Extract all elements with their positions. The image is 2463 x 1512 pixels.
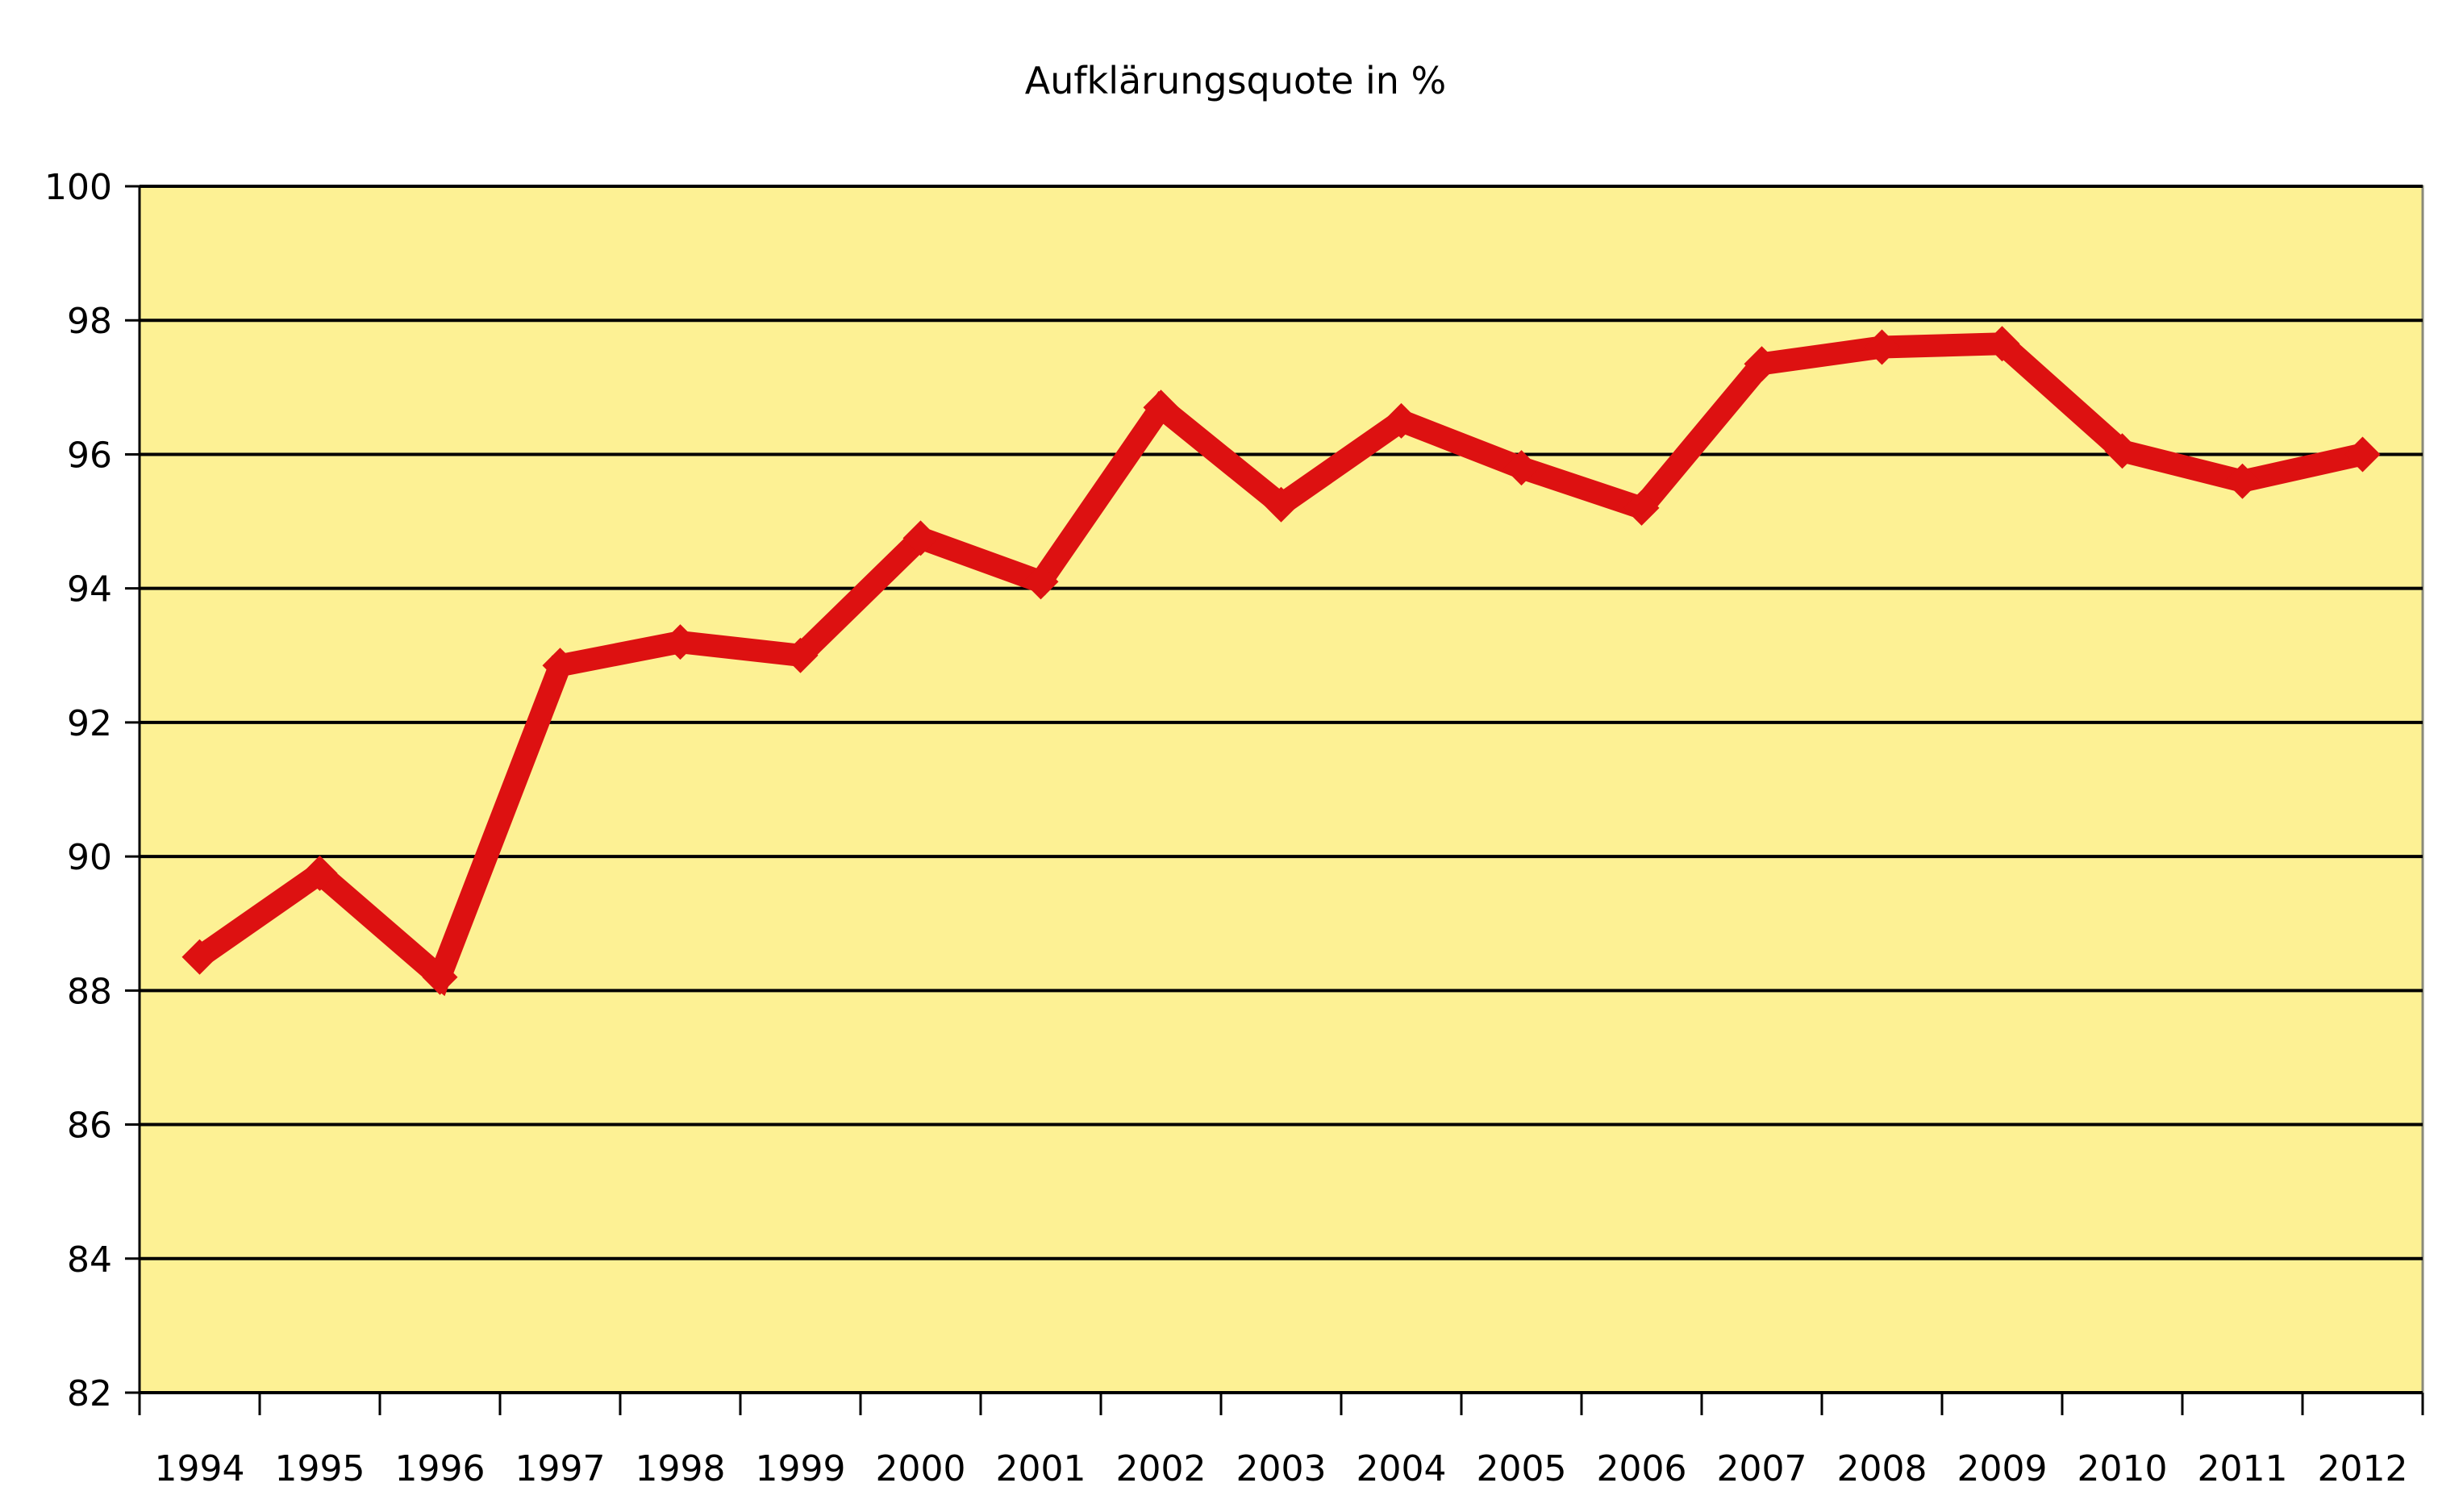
y-axis-label: 82 — [67, 1373, 112, 1414]
data-point-marker — [1744, 346, 1780, 382]
plot-area — [138, 185, 2424, 1394]
x-axis-label: 2004 — [1357, 1448, 1447, 1489]
y-axis-label: 90 — [67, 837, 112, 878]
data-point-marker — [1383, 402, 1419, 439]
plot-area-group — [138, 185, 2424, 1394]
axis-labels-group: 100 98 96 94 92 90 88 86 84 82 1994 1995 1996 1997 199… — [44, 167, 2407, 1489]
y-axis-label: 96 — [67, 435, 112, 476]
data-point-marker — [782, 637, 819, 673]
data-point-marker — [1623, 489, 1660, 526]
y-axis-label: 100 — [44, 167, 112, 208]
y-axis-label: 86 — [67, 1106, 112, 1147]
x-axis-label: 2007 — [1717, 1448, 1807, 1489]
data-point-marker — [1023, 564, 1059, 600]
x-axis-label: 2010 — [2078, 1448, 2168, 1489]
data-point-marker — [1263, 486, 1299, 523]
x-axis-label: 2000 — [876, 1448, 966, 1489]
x-axis-label: 2008 — [1837, 1448, 1927, 1489]
data-point-marker — [1143, 389, 1179, 426]
data-point-marker — [2344, 436, 2381, 473]
x-axis-label: 2006 — [1597, 1448, 1687, 1489]
data-point-marker — [1984, 326, 2020, 362]
data-point-marker — [902, 520, 939, 556]
axis-ticks-group — [125, 185, 2424, 1415]
data-point-marker — [2224, 463, 2261, 499]
x-axis-label: 1997 — [515, 1448, 606, 1489]
y-axis-label: 84 — [67, 1239, 112, 1281]
x-axis-label: 2005 — [1477, 1448, 1567, 1489]
data-point-marker — [181, 939, 218, 975]
y-axis-label: 98 — [67, 301, 112, 342]
y-axis-label: 92 — [67, 703, 112, 744]
x-axis-label: 2001 — [996, 1448, 1086, 1489]
x-axis-label: 1999 — [756, 1448, 846, 1489]
data-point-marker — [2104, 433, 2140, 469]
x-axis-label: 1996 — [395, 1448, 486, 1489]
data-series-group — [181, 326, 2381, 997]
x-axis-label: 2011 — [2198, 1448, 2288, 1489]
data-point-marker — [422, 959, 458, 995]
x-axis-label: 2002 — [1116, 1448, 1206, 1489]
data-point-marker — [542, 648, 578, 684]
data-point-marker — [662, 624, 698, 660]
data-point-marker — [302, 855, 338, 891]
x-axis-label: 1998 — [636, 1448, 726, 1489]
x-axis-label: 2012 — [2318, 1448, 2408, 1489]
x-axis-label: 1994 — [155, 1448, 245, 1489]
data-point-marker — [1864, 329, 1900, 365]
data-point-marker — [1503, 450, 1540, 486]
y-axis-label: 88 — [67, 971, 112, 1012]
x-axis-label: 2003 — [1236, 1448, 1327, 1489]
chart-title: Aufklärungsquote in % — [1025, 59, 1447, 102]
y-axis-label: 94 — [67, 569, 112, 610]
x-axis-label: 2009 — [1957, 1448, 2048, 1489]
x-axis-label: 1995 — [275, 1448, 365, 1489]
gridlines-group — [140, 185, 2423, 1394]
